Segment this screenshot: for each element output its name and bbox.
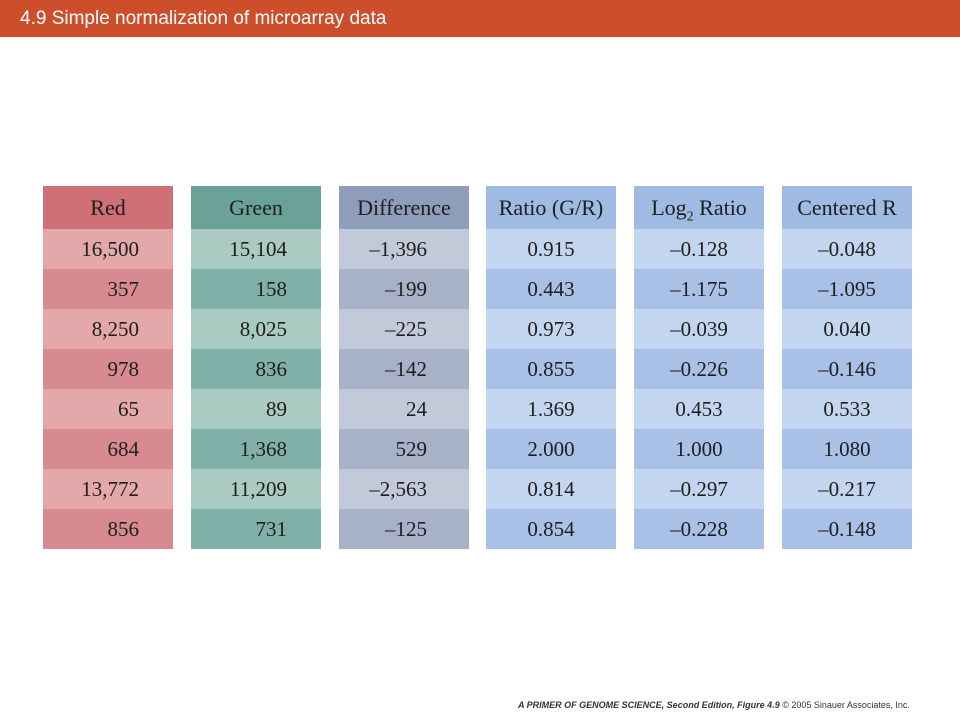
table-cell: 24 — [339, 389, 469, 429]
table-cell: –0.146 — [782, 349, 912, 389]
figure-credit: A PRIMER OF GENOME SCIENCE, Second Editi… — [518, 700, 910, 710]
table-cell: –225 — [339, 309, 469, 349]
column-header-green: Green — [191, 186, 321, 229]
column-difference: Difference –1,396 –199 –225 –142 24 529 … — [339, 186, 469, 550]
table-cell: 0.854 — [486, 509, 616, 549]
table-cell: 0.973 — [486, 309, 616, 349]
header-ratio-text: Ratio — [693, 195, 747, 220]
column-green: Green 15,104 158 8,025 836 89 1,368 11,2… — [191, 186, 321, 550]
table-cell: 978 — [43, 349, 173, 389]
column-centered-r: Centered R –0.048 –1.095 0.040 –0.146 0.… — [782, 186, 912, 550]
table-cell: 856 — [43, 509, 173, 549]
table-cell: 357 — [43, 269, 173, 309]
slide-title: 4.9 Simple normalization of microarray d… — [20, 8, 387, 29]
table-cell: –0.128 — [634, 229, 764, 269]
table-cell: 684 — [43, 429, 173, 469]
column-ratio: Ratio (G/R) 0.915 0.443 0.973 0.855 1.36… — [486, 186, 616, 550]
table-cell: –0.148 — [782, 509, 912, 549]
table-cell: 158 — [191, 269, 321, 309]
table-cell: –125 — [339, 509, 469, 549]
table-cell: 8,025 — [191, 309, 321, 349]
column-header-difference: Difference — [339, 186, 469, 229]
table-cell: 1.000 — [634, 429, 764, 469]
table-cell: 11,209 — [191, 469, 321, 509]
table-cell: 1,368 — [191, 429, 321, 469]
table-cell: –142 — [339, 349, 469, 389]
table-cell: 0.040 — [782, 309, 912, 349]
column-header-centered-r: Centered R — [782, 186, 912, 229]
table-cell: 89 — [191, 389, 321, 429]
table-cell: –0.217 — [782, 469, 912, 509]
figure-credit-book: A PRIMER OF GENOME SCIENCE, Second Editi… — [518, 700, 780, 710]
table-cell: –199 — [339, 269, 469, 309]
table-cell: 0.855 — [486, 349, 616, 389]
column-header-ratio: Ratio (G/R) — [486, 186, 616, 229]
table-cell: –1.175 — [634, 269, 764, 309]
table-cell: –0.228 — [634, 509, 764, 549]
column-log2-ratio: Log2 Ratio –0.128 –1.175 –0.039 –0.226 0… — [634, 186, 764, 550]
table-cell: 15,104 — [191, 229, 321, 269]
table-cell: 0.533 — [782, 389, 912, 429]
table-cell: 1.369 — [486, 389, 616, 429]
table-cell: –1.095 — [782, 269, 912, 309]
table-cell: –0.226 — [634, 349, 764, 389]
title-bar: 4.9 Simple normalization of microarray d… — [0, 0, 960, 37]
table-cell: 2.000 — [486, 429, 616, 469]
table-cell: –0.297 — [634, 469, 764, 509]
table-cell: 836 — [191, 349, 321, 389]
table-cell: 8,250 — [43, 309, 173, 349]
table-cell: –1,396 — [339, 229, 469, 269]
table-cell: 13,772 — [43, 469, 173, 509]
table-cell: 16,500 — [43, 229, 173, 269]
column-header-log2-ratio: Log2 Ratio — [634, 186, 764, 229]
column-red: Red 16,500 357 8,250 978 65 684 13,772 8… — [43, 186, 173, 550]
table-cell: 1.080 — [782, 429, 912, 469]
table-cell: 65 — [43, 389, 173, 429]
table-cell: –2,563 — [339, 469, 469, 509]
table-cell: –0.048 — [782, 229, 912, 269]
figure-credit-copyright: © 2005 Sinauer Associates, Inc. — [779, 700, 910, 710]
table-cell: 0.443 — [486, 269, 616, 309]
table-cell: 0.453 — [634, 389, 764, 429]
table-cell: 0.814 — [486, 469, 616, 509]
table-cell: 731 — [191, 509, 321, 549]
table-cell: –0.039 — [634, 309, 764, 349]
table-cell: 0.915 — [486, 229, 616, 269]
table-cell: 529 — [339, 429, 469, 469]
header-log-text: Log — [651, 195, 687, 220]
header-log-subscript: 2 — [686, 209, 694, 225]
column-header-red: Red — [43, 186, 173, 229]
